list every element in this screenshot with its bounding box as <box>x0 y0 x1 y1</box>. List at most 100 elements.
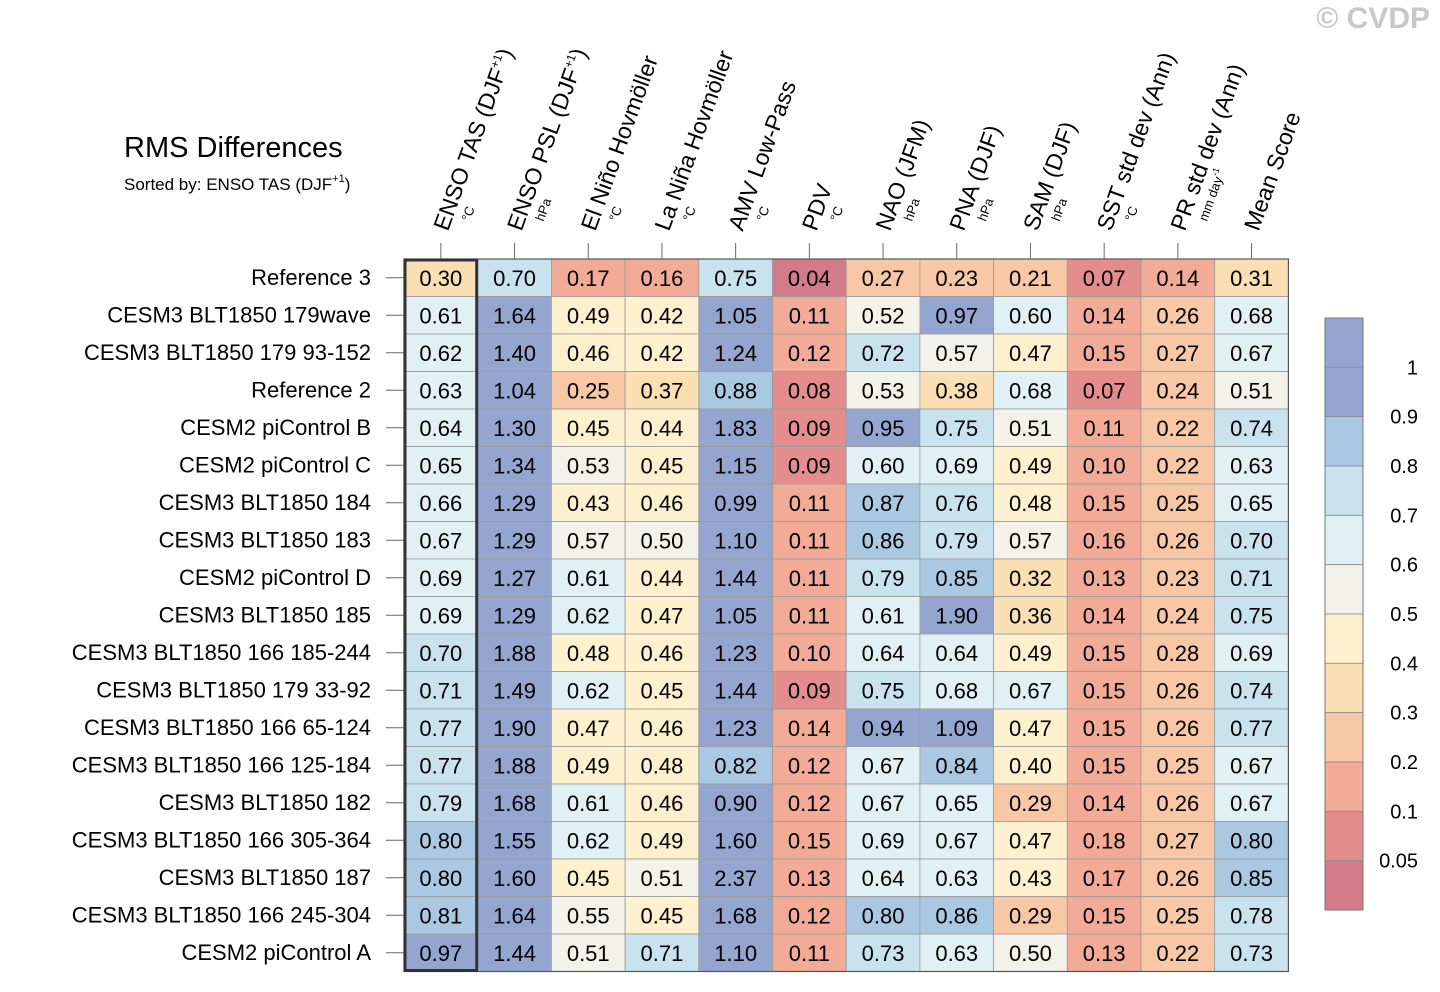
cell-value: 0.69 <box>1230 641 1273 666</box>
heatmap-cell <box>698 633 773 672</box>
heatmap-cell <box>698 258 773 297</box>
cell-value: 0.08 <box>788 378 831 403</box>
heatmap-cell <box>624 371 700 410</box>
heatmap-cell <box>919 821 995 860</box>
cell-value: 0.69 <box>862 828 905 853</box>
heatmap-cell <box>1066 483 1142 522</box>
row-label: CESM3 BLT1850 166 65-124 <box>84 715 371 740</box>
heatmap-cell <box>477 408 552 447</box>
cell-value: 0.62 <box>567 828 610 853</box>
cell-value: 1.60 <box>714 828 757 853</box>
cell-value: 0.18 <box>1083 828 1126 853</box>
cell-value: 0.14 <box>1156 266 1199 291</box>
heatmap-cell <box>477 596 552 635</box>
cell-value: 0.68 <box>1009 378 1052 403</box>
heatmap-cell <box>403 371 479 410</box>
heatmap-cell <box>698 821 773 860</box>
heatmap-cell <box>624 783 700 822</box>
colorbar-segment <box>1324 514 1364 566</box>
cell-value: 0.51 <box>1009 416 1052 441</box>
heatmap-cell <box>624 858 700 897</box>
cell-value: 0.07 <box>1083 378 1126 403</box>
cell-value: 0.76 <box>935 491 978 516</box>
heatmap-cell <box>477 633 552 672</box>
heatmap-cell <box>698 708 773 747</box>
heatmap-cell <box>772 408 847 447</box>
cell-value: 0.46 <box>641 491 684 516</box>
heatmap-cell <box>624 746 700 785</box>
cell-value: 0.46 <box>567 341 610 366</box>
cell-value: 0.73 <box>862 941 905 966</box>
heatmap-cell <box>1214 783 1289 822</box>
heatmap-cell <box>845 558 921 597</box>
cell-value: 0.73 <box>1230 941 1273 966</box>
row-label: CESM3 BLT1850 179 93-152 <box>84 340 371 365</box>
heatmap-cell <box>477 783 552 822</box>
cell-value: 1.05 <box>714 303 757 328</box>
heatmap-cell <box>845 746 921 785</box>
heatmap-cell <box>993 296 1068 335</box>
cell-value: 0.77 <box>419 716 462 741</box>
cell-value: 0.13 <box>1083 566 1126 591</box>
cell-value: 0.11 <box>789 303 830 328</box>
heatmap-cell <box>1214 746 1289 785</box>
cell-value: 0.27 <box>1156 341 1199 366</box>
cell-value: 0.11 <box>789 491 830 516</box>
cell-value: 0.04 <box>788 266 831 291</box>
column-label: La Niña Hovmöller <box>649 47 738 234</box>
row-label: CESM3 BLT1850 179 33-92 <box>96 677 371 702</box>
colorbar-label: 0.9 <box>1390 407 1418 429</box>
heatmap-cell <box>1066 858 1142 897</box>
cell-value: 0.13 <box>1083 941 1126 966</box>
colorbar-segment <box>1324 613 1364 664</box>
cell-value: 1.44 <box>493 941 536 966</box>
heatmap-cell <box>1214 371 1289 410</box>
cell-value: 0.80 <box>419 828 462 853</box>
heatmap-cell <box>698 558 773 597</box>
colorbar-segment <box>1324 662 1364 714</box>
cell-value: 0.45 <box>641 678 684 703</box>
colorbar-segment <box>1324 416 1364 467</box>
cell-value: 0.55 <box>567 903 610 928</box>
heatmap-cell <box>1066 446 1142 485</box>
heatmap-cell <box>919 783 995 822</box>
cell-value: 0.15 <box>1083 753 1126 778</box>
cell-value: 0.69 <box>419 603 462 628</box>
cell-value: 0.10 <box>788 641 831 666</box>
cell-value: 0.12 <box>788 753 831 778</box>
heatmap-cell <box>1066 596 1142 635</box>
cell-value: 0.26 <box>1156 303 1199 328</box>
cell-value: 0.63 <box>935 866 978 891</box>
cell-value: 0.50 <box>1009 941 1052 966</box>
heatmap-cell <box>993 896 1068 935</box>
cell-value: 0.67 <box>1230 753 1273 778</box>
heatmap-cell <box>1214 671 1289 710</box>
cell-value: 1.29 <box>493 491 536 516</box>
cell-value: 0.84 <box>935 753 978 778</box>
cell-value: 1.55 <box>493 828 536 853</box>
heatmap-cell <box>624 296 700 335</box>
heatmap-cell <box>993 596 1068 635</box>
cell-value: 1.90 <box>935 603 978 628</box>
cell-value: 0.82 <box>714 753 757 778</box>
heatmap-cell <box>551 558 626 597</box>
cell-value: 0.80 <box>862 903 905 928</box>
heatmap-cell <box>845 783 921 822</box>
cell-value: 0.11 <box>1084 416 1125 441</box>
cell-value: 0.87 <box>862 491 905 516</box>
colorbar-label: 1 <box>1407 357 1418 379</box>
colorbar-label: 0.4 <box>1390 653 1418 675</box>
heatmap-cell <box>845 896 921 935</box>
cell-value: 0.67 <box>419 528 462 553</box>
cell-value: 0.24 <box>1156 603 1199 628</box>
heatmap-cell <box>772 708 847 747</box>
heatmap-cell <box>1140 446 1216 485</box>
cell-value: 1.49 <box>493 678 536 703</box>
colorbar-label: 0.05 <box>1379 851 1418 873</box>
heatmap-cell <box>477 371 552 410</box>
cell-value: 0.14 <box>1083 603 1126 628</box>
cell-value: 0.49 <box>567 753 610 778</box>
heatmap-cell <box>919 896 995 935</box>
row-label: CESM3 BLT1850 185 <box>159 602 371 627</box>
heatmap-cell <box>698 783 773 822</box>
